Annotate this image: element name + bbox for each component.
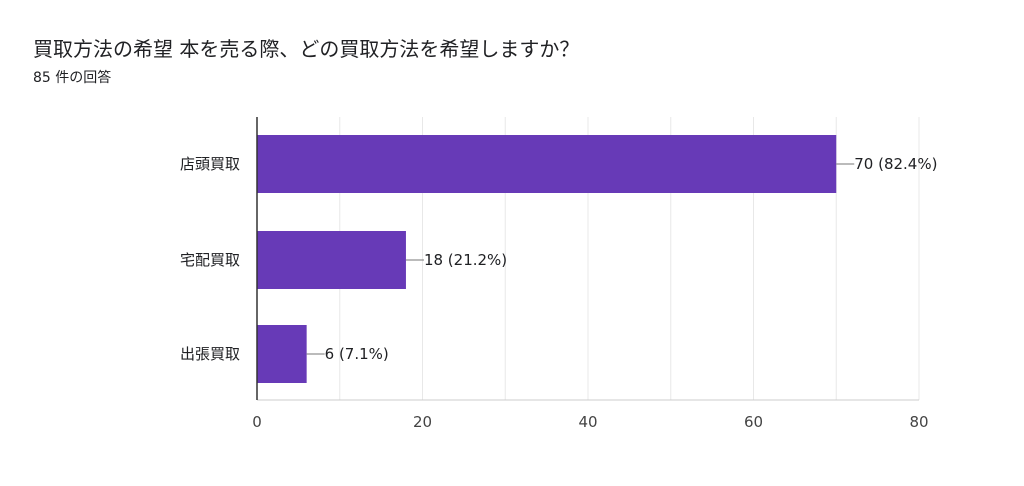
- bar: [257, 135, 837, 193]
- category-label: 宅配買取: [180, 251, 240, 269]
- chart-title: 買取方法の希望 本を売る際、どの買取方法を希望しますか？: [33, 37, 580, 61]
- category-label: 出張買取: [180, 345, 240, 363]
- x-tick-label: 80: [909, 413, 928, 431]
- bar: [257, 231, 406, 289]
- data-label: 6 (7.1%): [325, 345, 389, 363]
- data-label: 70 (82.4%): [854, 155, 937, 173]
- bar: [257, 325, 307, 383]
- x-tick-label: 20: [413, 413, 432, 431]
- response-count: 85 件の回答: [33, 70, 112, 86]
- data-label: 18 (21.2%): [424, 251, 507, 269]
- x-tick-label: 0: [252, 413, 262, 431]
- category-label: 店頭買取: [180, 155, 240, 173]
- x-tick-label: 60: [744, 413, 763, 431]
- x-tick-label: 40: [578, 413, 597, 431]
